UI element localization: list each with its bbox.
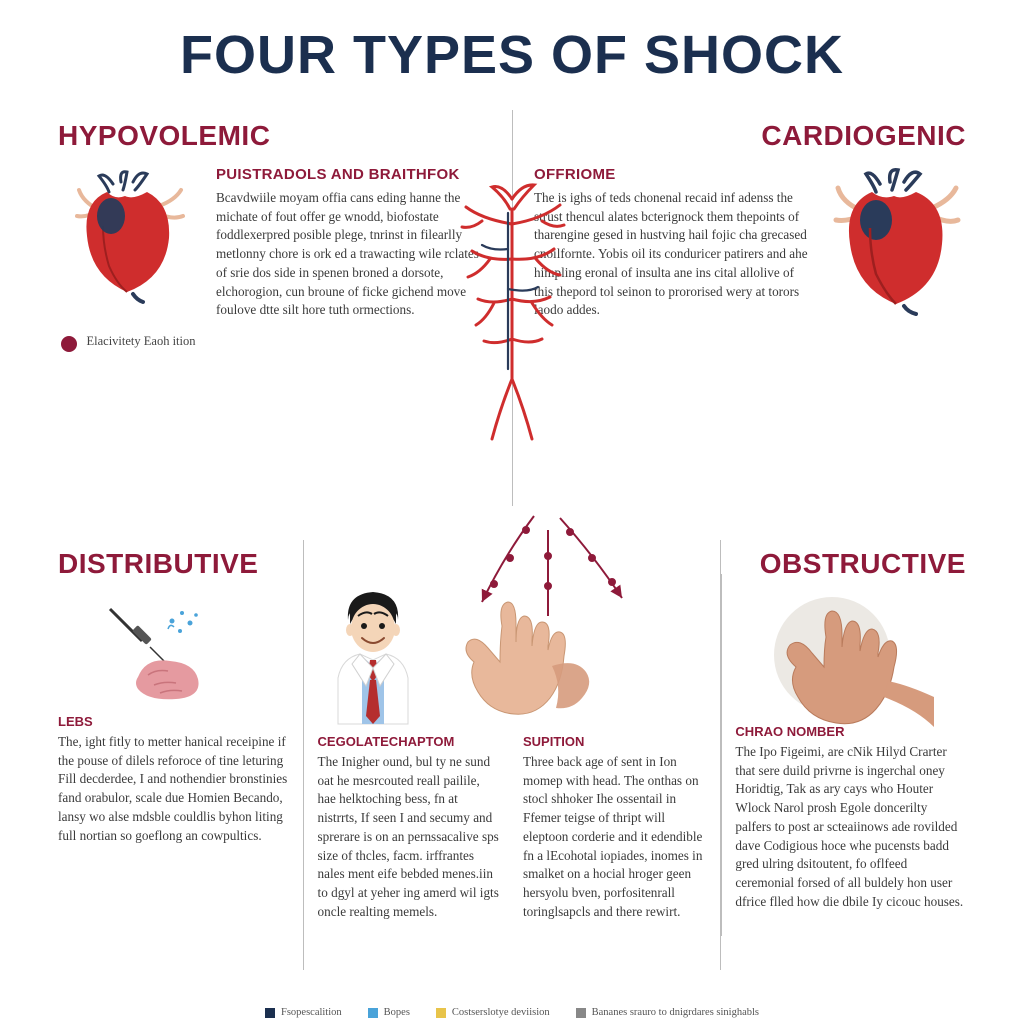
bullet-icon: [61, 336, 77, 352]
body-text: The is ighs of teds chonenal recaid inf …: [534, 189, 808, 320]
category-title: HYPOVOLEMIC: [58, 120, 490, 152]
sub-heading: PUISTRADOLS AND BRAITHFOK: [216, 166, 490, 183]
quadrant-distributive: DISTRIBUTIVE: [36, 540, 303, 970]
category-title: OBSTRUCTIVE: [735, 548, 966, 580]
syringe-tissue-icon: [58, 594, 289, 714]
distributive-middle: CEGOLATECHAPTOM The Inigher ound, bul ty…: [303, 540, 722, 970]
divider: [721, 574, 722, 935]
legend-item: Bananes srauro to dnigrdares sinighabls: [576, 1007, 759, 1018]
legend-label: Fsopescalition: [281, 1007, 342, 1018]
infographic-grid: HYPOVOLEMIC: [36, 110, 988, 970]
hand-icon: [444, 586, 594, 726]
legend: Fsopescalition Bopes Costserslotye devii…: [0, 1007, 1024, 1018]
heart-icon: [826, 166, 966, 321]
icon-caption: Elacivitety Eaoh ition: [87, 333, 196, 349]
page-title: FOUR TYPES OF SHOCK: [36, 24, 988, 86]
legend-label: Costserslotye deviision: [452, 1007, 550, 1018]
sub-heading: OFFRIOME: [534, 166, 808, 183]
bottom-row: DISTRIBUTIVE: [36, 540, 988, 970]
doctor-icon: [318, 586, 428, 726]
swatch: [576, 1008, 586, 1018]
body-text: The Inigher ound, bul ty ne sund oat he …: [318, 753, 501, 922]
legend-label: Bananes srauro to dnigrdares sinighabls: [592, 1007, 759, 1018]
body-text: The, ight fitly to metter hanical receip…: [58, 733, 289, 845]
quadrant-obstructive: OBSTRUCTIVE CHRAO NOMBER The Ipo Figeimi…: [721, 540, 988, 970]
col-heading: SUPITION: [523, 734, 706, 749]
swatch: [265, 1008, 275, 1018]
legend-item: Costserslotye deviision: [436, 1007, 550, 1018]
quadrant-cardiogenic: CARDIOGENIC OFFRIOME The is ighs of teds…: [512, 110, 988, 540]
category-title: DISTRIBUTIVE: [58, 548, 289, 580]
swatch: [368, 1008, 378, 1018]
swatch: [436, 1008, 446, 1018]
category-title: CARDIOGENIC: [534, 120, 966, 152]
body-text: The Ipo Figeimi, are cNik Hilyd Crarter …: [735, 743, 966, 912]
heart-icon: [63, 166, 193, 311]
legend-label: Bopes: [384, 1007, 410, 1018]
body-text: Three back age of sent in Ion momep with…: [523, 753, 706, 922]
hand-circle-icon: [735, 594, 966, 724]
col-heading: LEBS: [58, 714, 289, 729]
quadrant-hypovolemic: HYPOVOLEMIC: [36, 110, 512, 540]
legend-item: Bopes: [368, 1007, 410, 1018]
legend-item: Fsopescalition: [265, 1007, 342, 1018]
body-text: Bcavdwiile moyam offia cans eding hanne …: [216, 189, 490, 320]
col-heading: CEGOLATECHAPTOM: [318, 734, 501, 749]
